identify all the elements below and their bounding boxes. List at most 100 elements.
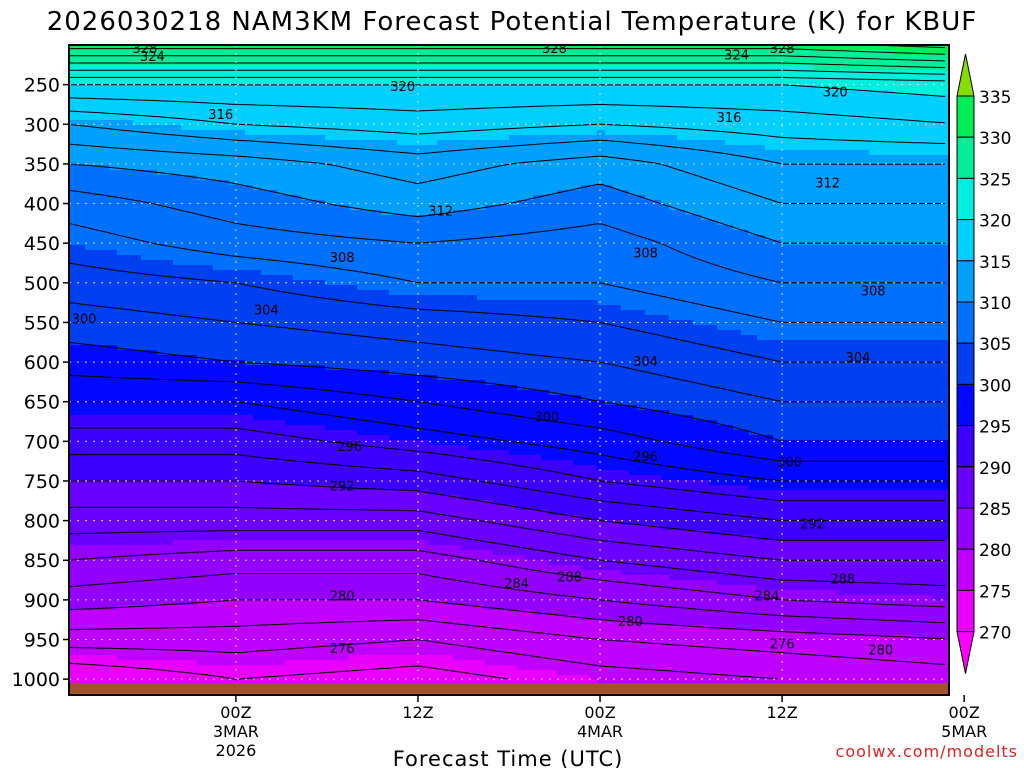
heatmap-cell: [325, 80, 334, 86]
heatmap-cell: [213, 655, 222, 661]
heatmap-cell: [357, 290, 366, 296]
heatmap-cell: [333, 555, 342, 561]
heatmap-cell: [173, 490, 182, 496]
heatmap-cell: [245, 470, 254, 476]
heatmap-cell: [277, 345, 286, 351]
heatmap-cell: [245, 530, 254, 536]
heatmap-cell: [269, 90, 278, 96]
heatmap-cell: [189, 235, 198, 241]
heatmap-cell: [149, 560, 158, 566]
heatmap-cell: [301, 655, 310, 661]
heatmap-cell: [181, 530, 190, 536]
heatmap-cell: [101, 155, 110, 161]
heatmap-cell: [309, 645, 318, 651]
heatmap-cell: [133, 540, 142, 546]
heatmap-cell: [93, 80, 102, 86]
heatmap-cell: [197, 635, 206, 641]
heatmap-cell: [149, 620, 158, 626]
heatmap-cell: [149, 185, 158, 191]
heatmap-cell: [333, 380, 342, 386]
heatmap-cell: [125, 130, 134, 136]
heatmap-cell: [349, 115, 358, 121]
heatmap-cell: [197, 485, 206, 491]
heatmap-cell: [165, 580, 174, 586]
heatmap-cell: [301, 395, 310, 401]
heatmap-cell: [285, 420, 294, 426]
heatmap-cell: [181, 280, 190, 286]
heatmap-cell: [149, 330, 158, 336]
heatmap-cell: [245, 70, 254, 76]
heatmap-cell: [157, 495, 166, 501]
heatmap-cell: [157, 545, 166, 551]
heatmap-cell: [229, 600, 238, 606]
heatmap-cell: [229, 435, 238, 441]
heatmap-cell: [117, 230, 126, 236]
heatmap-cell: [117, 650, 126, 656]
heatmap-cell: [165, 400, 174, 406]
heatmap-cell: [165, 265, 174, 271]
heatmap-cell: [189, 605, 198, 611]
heatmap-cell: [69, 560, 78, 566]
heatmap-cell: [221, 80, 230, 86]
heatmap-cell: [357, 550, 366, 556]
heatmap-cell: [365, 65, 374, 71]
heatmap-cell: [141, 605, 150, 611]
heatmap-cell: [117, 485, 126, 491]
heatmap-cell: [93, 135, 102, 141]
heatmap-cell: [269, 325, 278, 331]
heatmap-cell: [229, 450, 238, 456]
heatmap-cell: [165, 555, 174, 561]
heatmap-cell: [117, 470, 126, 476]
heatmap-cell: [205, 655, 214, 661]
heatmap-cell: [141, 515, 150, 521]
heatmap-cell: [365, 315, 374, 321]
heatmap-cell: [245, 560, 254, 566]
heatmap-cell: [237, 350, 246, 356]
heatmap-cell: [333, 585, 342, 591]
heatmap-cell: [309, 475, 318, 481]
heatmap-cell: [213, 250, 222, 256]
heatmap-cell: [261, 260, 270, 266]
heatmap-cell: [157, 550, 166, 556]
heatmap-cell: [333, 475, 342, 481]
heatmap-cell: [309, 195, 318, 201]
heatmap-cell: [149, 395, 158, 401]
heatmap-cell: [221, 185, 230, 191]
heatmap-cell: [333, 125, 342, 131]
heatmap-cell: [69, 660, 78, 666]
heatmap-cell: [333, 615, 342, 621]
heatmap-cell: [301, 410, 310, 416]
heatmap-cell: [237, 390, 246, 396]
heatmap-cell: [237, 615, 246, 621]
heatmap-cell: [197, 165, 206, 171]
heatmap-cell: [325, 305, 334, 311]
heatmap-cell: [189, 455, 198, 461]
heatmap-cell: [237, 250, 246, 256]
heatmap-cell: [349, 675, 358, 681]
heatmap-cell: [317, 515, 326, 521]
heatmap-cell: [149, 610, 158, 616]
heatmap-cell: [173, 240, 182, 246]
heatmap-cell: [341, 320, 350, 326]
heatmap-cell: [149, 325, 158, 331]
heatmap-cell: [93, 305, 102, 311]
heatmap-cell: [253, 645, 262, 651]
heatmap-cell: [133, 490, 142, 496]
heatmap-cell: [117, 630, 126, 636]
heatmap-cell: [237, 670, 246, 676]
heatmap-cell: [205, 645, 214, 651]
heatmap-cell: [237, 680, 246, 686]
heatmap-cell: [253, 235, 262, 241]
heatmap-cell: [245, 570, 254, 576]
heatmap-cell: [253, 320, 262, 326]
heatmap-cell: [165, 540, 174, 546]
heatmap-cell: [325, 360, 334, 366]
heatmap-cell: [109, 430, 118, 436]
heatmap-cell: [277, 535, 286, 541]
heatmap-cell: [237, 555, 246, 561]
heatmap-cell: [213, 275, 222, 281]
heatmap-cell: [117, 605, 126, 611]
heatmap-cell: [237, 405, 246, 411]
heatmap-cell: [93, 435, 102, 441]
heatmap-cell: [109, 395, 118, 401]
